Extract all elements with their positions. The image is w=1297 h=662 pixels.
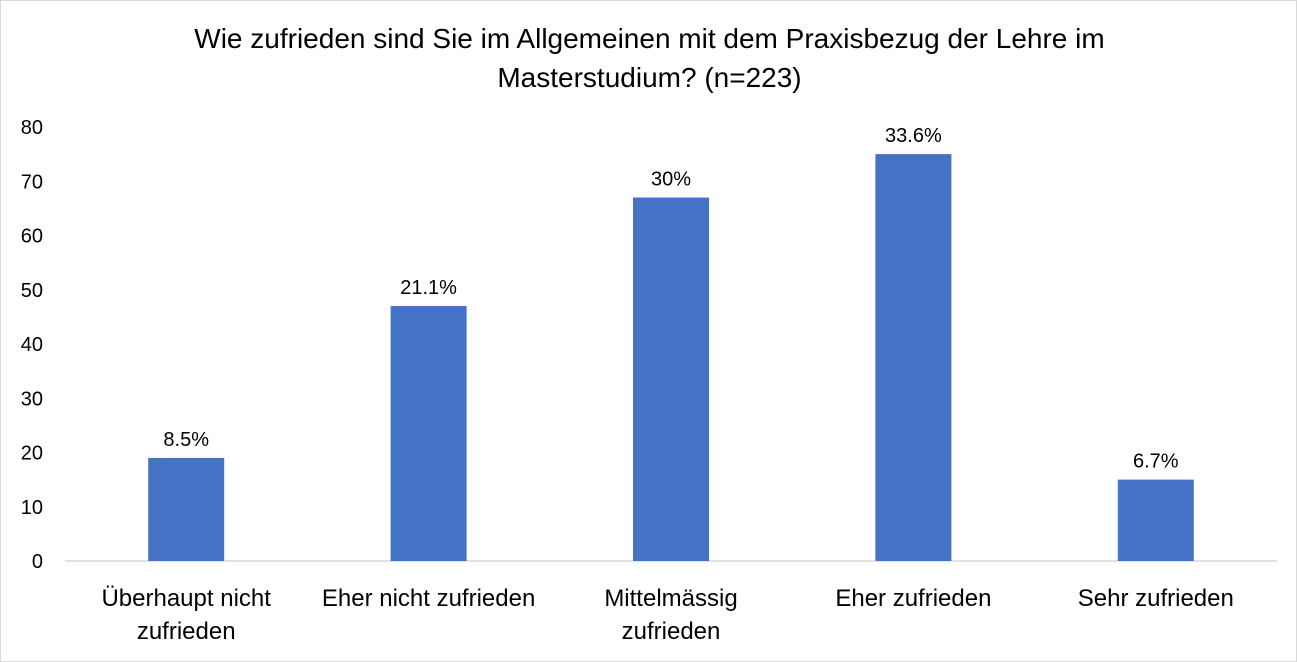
data-labels: 8.5% 21.1% 30% 33.6% 6.7% bbox=[163, 125, 1178, 473]
y-axis-ticks: 0 10 20 30 40 50 60 70 80 bbox=[21, 117, 43, 573]
y-tick-label: 70 bbox=[21, 171, 43, 193]
y-tick-label: 0 bbox=[32, 551, 43, 573]
y-tick-label: 80 bbox=[21, 117, 43, 139]
y-tick-label: 60 bbox=[21, 226, 43, 248]
category-label: Mittelmässig bbox=[604, 585, 737, 612]
category-label: zufrieden bbox=[622, 618, 721, 645]
chart-title: Wie zufrieden sind Sie im Allgemeinen mi… bbox=[194, 23, 1105, 93]
category-label: Eher nicht zufrieden bbox=[322, 585, 535, 612]
bar bbox=[1117, 479, 1194, 561]
bar bbox=[390, 306, 467, 561]
category-label: Eher zufrieden bbox=[835, 585, 991, 612]
data-label: 21.1% bbox=[400, 277, 457, 299]
data-label: 30% bbox=[651, 169, 691, 191]
category-labels: Überhaupt nicht zufrieden Eher nicht zufri… bbox=[101, 585, 1233, 645]
bar bbox=[148, 457, 225, 561]
data-label: 8.5% bbox=[163, 429, 209, 451]
category-label: Überhaupt nicht bbox=[101, 585, 271, 612]
category-label: Sehr zufrieden bbox=[1078, 585, 1234, 612]
y-tick-label: 10 bbox=[21, 497, 43, 519]
y-tick-label: 20 bbox=[21, 443, 43, 465]
data-label: 6.7% bbox=[1133, 451, 1179, 473]
category-label: zufrieden bbox=[137, 618, 236, 645]
y-tick-label: 30 bbox=[21, 388, 43, 410]
bar bbox=[875, 154, 952, 561]
y-tick-label: 40 bbox=[21, 334, 43, 356]
data-label: 33.6% bbox=[885, 125, 942, 147]
y-tick-label: 50 bbox=[21, 280, 43, 302]
bar bbox=[633, 197, 709, 561]
bars bbox=[148, 154, 1194, 561]
